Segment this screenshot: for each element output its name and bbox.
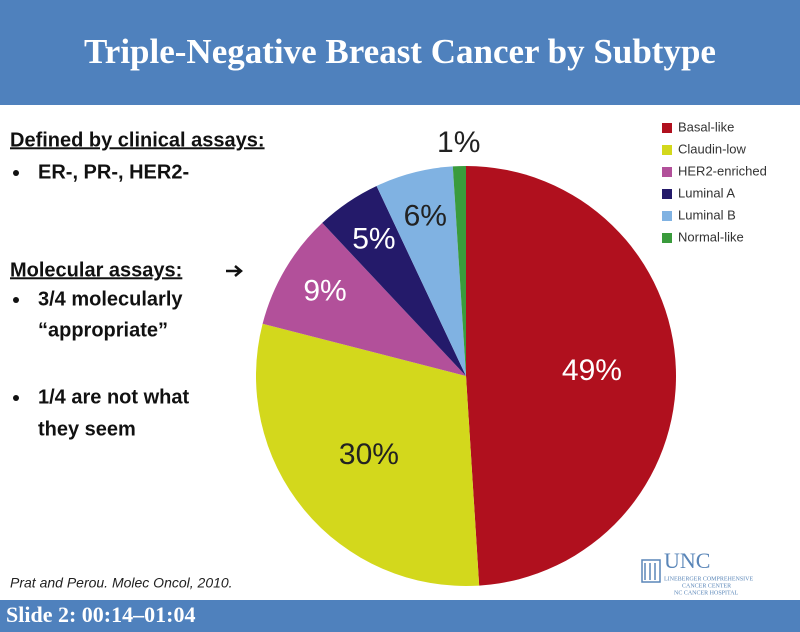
legend-swatch [662,145,672,155]
pie-slice [376,166,466,376]
legend-label: HER2-enriched [678,163,767,178]
pie-slice [255,323,480,586]
legend-label: Basal-like [678,119,734,134]
bullet [13,395,19,401]
logo-line: CANCER CENTER [682,583,731,589]
data-label: 9% [303,275,346,308]
legend-swatch [662,123,672,133]
pie-slice [322,185,466,376]
legend-swatch [662,167,672,177]
citation: Prat and Perou. Molec Oncol, 2010. [10,575,233,591]
bullet [13,297,19,303]
pie-slice [452,166,466,376]
slide-title: Triple-Negative Breast Cancer by Subtype [84,32,716,71]
data-label: 30% [339,438,399,471]
bullet-text: they seem [38,418,136,440]
legend-label: Claudin-low [678,141,747,156]
legend-swatch [662,233,672,243]
footer: Slide 2: 00:14–01:04 [6,602,195,627]
legend-label: Luminal B [678,207,736,222]
legend-swatch [662,189,672,199]
legend-swatch [662,211,672,221]
footer-bar [0,600,800,632]
logo-line: NC CANCER HOSPITAL [674,590,739,596]
bullet-text: 3/4 molecularly [38,288,183,310]
bullet-text: 1/4 are not what [38,386,189,408]
data-label: 1% [437,126,480,159]
arrow [226,265,243,277]
heading: Defined by clinical assays: [10,129,265,151]
pie-chart: 49% 30% 9%5% 6% 1% Basal-like Claudin-low HER2-… [255,119,767,586]
logo-name: UNC [664,548,710,573]
logo-line: LINEBERGER COMPREHENSIVE [664,576,754,582]
pie-slice [262,222,466,376]
bullet-text: ER-, PR-, HER2- [38,161,189,183]
logo-icon [641,559,661,583]
logo: UNC LINEBERGER COMPREHENSIVE CANCER CENT… [641,548,754,596]
pie-slice [466,166,677,586]
bullet-text: “appropriate” [38,319,168,341]
data-label: 49% [562,354,622,387]
legend-label: Luminal A [678,185,735,200]
heading: Molecular assays: [10,259,182,281]
header-bar [0,0,800,105]
data-label: 5% [352,222,395,255]
legend-label: Normal-like [678,229,744,244]
bullet [13,170,19,176]
data-label: 6% [404,199,447,232]
